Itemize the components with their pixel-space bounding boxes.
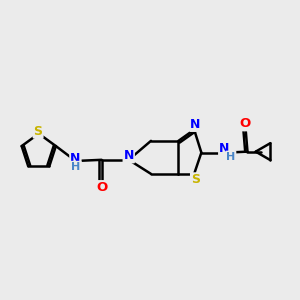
Text: H: H (226, 152, 236, 161)
Text: N: N (190, 118, 201, 131)
Text: N: N (219, 142, 230, 155)
Text: O: O (239, 117, 250, 130)
Text: H: H (71, 162, 81, 172)
Text: N: N (70, 152, 81, 165)
Text: S: S (191, 173, 200, 186)
Text: N: N (124, 149, 134, 162)
Text: S: S (34, 124, 43, 137)
Text: O: O (96, 181, 107, 194)
